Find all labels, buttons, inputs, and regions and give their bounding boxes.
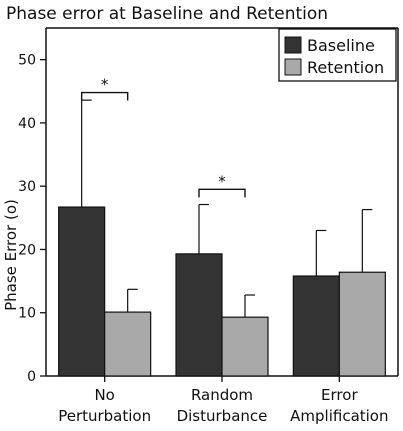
- bar-retention-2: [338, 271, 386, 377]
- bar-retention-1: [221, 316, 269, 377]
- significance-label-1: *: [218, 172, 226, 190]
- y-tick-label-0: 0: [27, 369, 36, 385]
- legend-swatch-retention: [284, 58, 302, 76]
- x-tick-label-0-1: Perturbation: [58, 407, 151, 425]
- bar-baseline-2: [292, 275, 340, 377]
- significance-bracket-0: [80, 91, 129, 101]
- y-tick-label-20: 20: [18, 242, 36, 258]
- bar-baseline-0: [58, 206, 106, 377]
- plot-area: 0 10 20 30 40 50 No Perturbation Random Disturban…: [18, 27, 399, 425]
- y-tick-label-30: 30: [18, 179, 36, 195]
- x-tick-label-2-0: Error: [321, 386, 358, 404]
- bar-retention-0: [104, 311, 152, 377]
- y-axis-label: Phase Error (o): [2, 199, 20, 311]
- y-tick-label-50: 50: [18, 53, 36, 69]
- y-tick-label-10: 10: [18, 306, 36, 322]
- significance-bracket-1: [198, 188, 246, 198]
- x-tick-label-1-1: Disturbance: [177, 407, 268, 425]
- legend-swatch-baseline: [284, 36, 302, 54]
- legend: Baseline Retention: [278, 28, 397, 82]
- legend-label-baseline: Baseline: [307, 36, 375, 55]
- legend-label-retention: Retention: [307, 58, 384, 77]
- x-tick-label-0-0: No: [94, 386, 114, 404]
- bar-baseline-1: [175, 253, 223, 377]
- x-tick-label-2-1: Amplification: [290, 407, 388, 425]
- y-tick-label-40: 40: [18, 116, 36, 132]
- chart-title: Phase error at Baseline and Retention: [6, 4, 328, 24]
- significance-label-0: *: [101, 76, 109, 94]
- x-tick-label-1-0: Random: [191, 386, 253, 404]
